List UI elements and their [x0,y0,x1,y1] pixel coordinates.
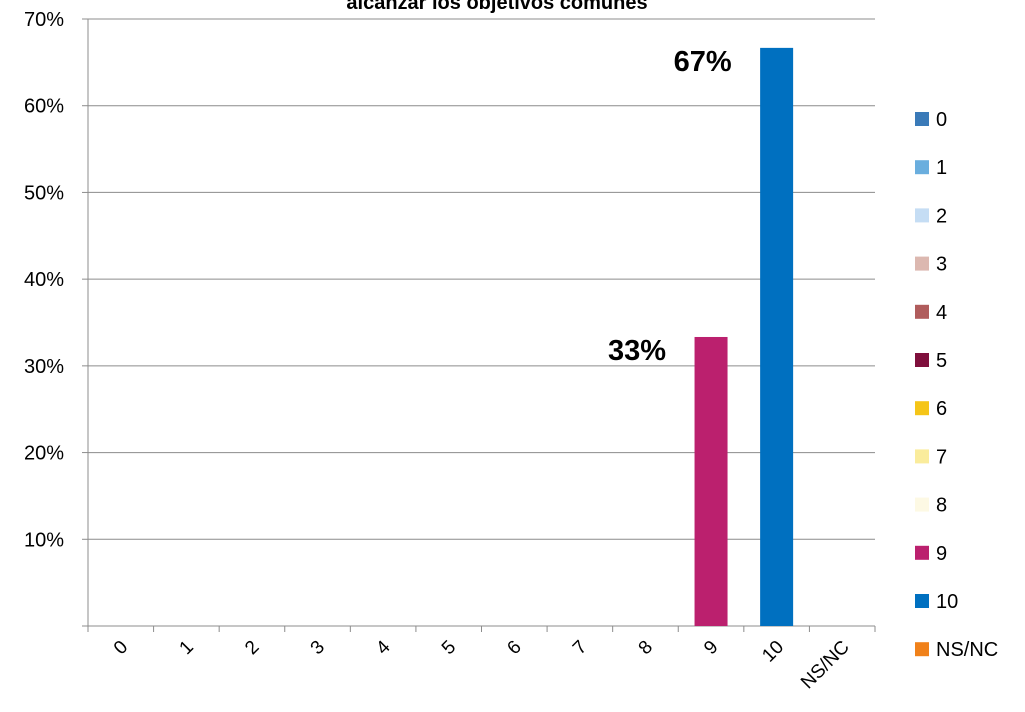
x-tick-label-7: 7 [569,637,591,659]
legend-label-5: 5 [936,350,947,372]
y-tick-label-2: 30% [24,356,64,378]
bar-9 [694,336,728,626]
y-tick-label-3: 40% [24,269,64,291]
legend-swatch-4 [915,304,929,319]
legend-label-2: 2 [936,205,947,227]
x-tick-label-ns-nc: NS/NC [797,637,854,694]
x-tick-label-3: 3 [307,637,329,659]
legend-swatch-3 [915,256,929,271]
chart-title: alcanzar los objetivos comunes [346,0,647,14]
bar-10 [760,47,794,627]
legend-label-0: 0 [936,109,947,131]
data-label-9: 33% [608,335,666,367]
legend-label-8: 8 [936,495,947,517]
x-tick-label-1: 1 [176,637,198,659]
legend-swatch-9 [915,545,929,560]
data-label-10: 67% [674,46,732,78]
y-tick-label-4: 50% [24,182,64,204]
legend-swatch-ns-nc [915,642,929,657]
y-tick-label-1: 20% [24,443,64,465]
x-tick-label-0: 0 [110,637,132,659]
legend-swatch-10 [915,594,929,608]
x-tick-label-4: 4 [372,636,395,659]
y-tick-label-6: 70% [24,9,64,31]
x-tick-label-5: 5 [438,637,460,659]
x-tick-label-8: 8 [635,637,657,659]
y-tick-label-5: 60% [24,96,64,118]
legend-label-4: 4 [936,302,947,324]
x-tick-label-9: 9 [700,637,722,659]
legend-label-6: 6 [936,398,947,420]
legend-label-10: 10 [936,591,958,613]
x-tick-label-6: 6 [503,637,525,659]
legend-swatch-8 [915,497,929,512]
x-tick-label-2: 2 [241,637,263,659]
legend-swatch-0 [915,112,929,126]
legend-label-3: 3 [936,254,947,276]
legend-swatch-2 [915,208,929,223]
legend-swatch-6 [915,401,929,416]
legend-label-1: 1 [936,157,947,179]
legend-swatch-5 [915,353,929,367]
legend-swatch-1 [915,160,929,175]
legend-label-9: 9 [936,543,947,565]
legend-label-ns-nc: NS/NC [936,639,998,661]
x-tick-label-10: 10 [758,637,788,667]
legend-swatch-7 [915,449,929,464]
legend-label-7: 7 [936,446,947,468]
y-tick-label-0: 10% [24,529,64,551]
